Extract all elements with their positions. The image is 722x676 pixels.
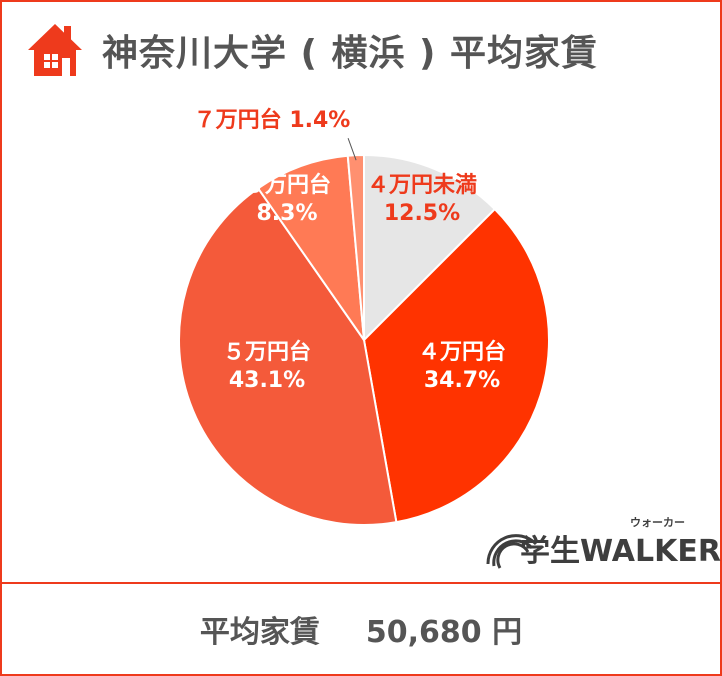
- pie-slice: [346, 153, 365, 341]
- slice-value-text: 43.1%: [229, 368, 305, 393]
- pie-slice: [362, 207, 550, 524]
- slice-category-text: ６万円台: [243, 172, 331, 198]
- footer-divider: [2, 582, 720, 584]
- page-title: 神奈川大学 ( 横浜 ) 平均家賃: [102, 33, 599, 74]
- slice-label-text: ７万円台 1.4%: [194, 107, 351, 133]
- average-rent-label: 平均家賃: [199, 615, 320, 650]
- slice-label: ６万円台 8.3%: [243, 172, 331, 226]
- leader-line: [347, 138, 357, 161]
- house-icon: [28, 24, 82, 76]
- average-rent-value: 50,680 円: [365, 615, 523, 650]
- logo-subtext: ウォーカー: [630, 516, 685, 529]
- logo-text: 学生WALKER: [520, 534, 721, 569]
- slice-value-text: 34.7%: [424, 368, 500, 393]
- pie-slice: [256, 154, 366, 344]
- pie-slice: [363, 153, 497, 343]
- slice-category-text: ４万円台: [418, 339, 506, 365]
- slice-value-text: 12.5%: [384, 201, 460, 226]
- pie-slice: [178, 186, 398, 526]
- pie-svg: ４万円未満 12.5% ４万円台 34.7% ５万円台 43.1% ６万円台 8.3% ７万円台…: [178, 107, 550, 526]
- header: 神奈川大学 ( 横浜 ) 平均家賃: [2, 2, 720, 102]
- slice-label: ７万円台 1.4%: [194, 107, 351, 133]
- slice-category-text: ４万円未満: [367, 172, 477, 198]
- footer: 平均家賃 50,680 円: [2, 584, 720, 674]
- slice-category-text: ５万円台: [223, 339, 311, 365]
- slice-label: ４万円未満 12.5%: [367, 172, 477, 226]
- slice-label: ４万円台 34.7%: [418, 339, 506, 393]
- gakusei-walker-logo: ウォーカー 学生WALKER: [480, 514, 721, 574]
- pie-chart: ４万円未満 12.5% ４万円台 34.7% ５万円台 43.1% ６万円台 8.3% ７万円台…: [2, 97, 720, 577]
- slice-label: ５万円台 43.1%: [223, 339, 311, 393]
- logo-arcs-icon: [486, 534, 538, 569]
- slice-value-text: 8.3%: [256, 201, 317, 226]
